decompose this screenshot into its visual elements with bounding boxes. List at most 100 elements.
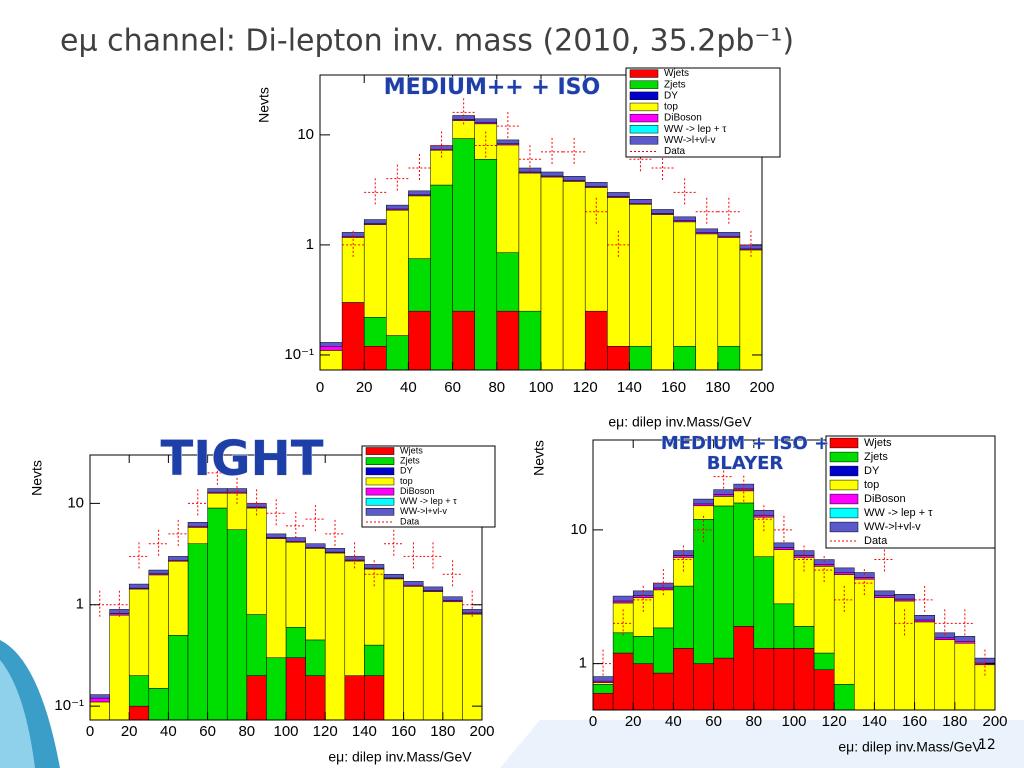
bar-segment [673,221,696,347]
legend-label: WW -> lep + τ [400,496,457,506]
chart-annotation: TIGHT [161,431,324,487]
x-tick-label: 80 [745,713,762,730]
legend-label: Zjets [664,79,686,90]
x-tick-label: 200 [749,379,774,396]
data-point [607,230,630,259]
y-axis-label: Nevts [29,460,45,496]
bar-segment [344,560,365,676]
bar-segment [713,489,734,495]
bar-segment [833,572,855,575]
bar-segment [673,345,696,371]
bar-segment [386,335,409,371]
bar-segment [363,317,387,347]
bar-segment [914,614,935,621]
data-point [442,560,463,589]
bar-segment [109,614,130,721]
data-point [593,649,614,678]
x-tick-label: 100 [781,713,806,730]
decoration [0,660,35,768]
x-tick-label: 60 [444,379,461,396]
bar-segment [717,232,741,237]
legend-label: top [864,479,879,491]
chart-annotation: MEDIUM++ + ISO [384,75,600,100]
bar-segment [496,139,520,145]
bar-segment [442,596,463,601]
bar-segment [89,701,110,721]
bar-segment [713,657,734,711]
data-point [695,197,718,226]
x-tick-label: 80 [488,379,505,396]
bar-segment [285,657,306,721]
bar-segment [168,556,189,561]
legend-label: WW -> lep + τ [864,507,933,519]
bar-segment [207,507,228,721]
bar-segment [89,697,110,703]
x-tick-label: 0 [316,379,324,396]
bar-segment [408,258,431,312]
bar-segment [651,209,674,214]
legend-swatch [829,521,859,533]
x-tick-label: 40 [160,723,177,740]
bar-segment [934,637,956,640]
legend-label: Wjets [864,437,892,449]
y-tick-label: 1 [579,655,587,672]
bar-segment [813,669,835,711]
data-point [753,505,774,534]
legend-swatch [365,497,395,506]
legend-label: Zjets [400,456,420,466]
decoration [500,720,1024,768]
bar-segment [773,542,795,548]
bar-segment [612,595,634,602]
bar-segment [305,675,326,721]
legend-label: DY [864,465,880,477]
y-tick-label: 10 [67,494,84,511]
bar-segment [894,594,915,600]
data-point [246,489,267,518]
x-tick-label: 120 [573,379,598,396]
x-tick-label: 20 [625,713,642,730]
data-point [633,585,654,614]
bar-segment [408,190,431,196]
bar-segment [383,578,404,721]
bar-segment [341,302,365,371]
bar-segment [894,600,915,711]
bar-segment [874,595,895,598]
data-point [794,545,815,574]
data-point [148,529,169,558]
bar-segment [386,204,409,210]
data-point [403,542,424,571]
bar-segment [363,345,387,371]
bar-segment [914,621,935,711]
x-tick-label: 180 [705,379,730,396]
bar-segment [632,595,654,598]
bar-segment [673,555,694,558]
data-point [954,609,975,638]
bar-segment [954,643,976,711]
x-tick-label: 140 [617,379,642,396]
bar-segment [632,636,654,664]
data-point [168,519,188,548]
bar-segment [854,578,875,711]
bar-segment [363,224,387,318]
legend-swatch [365,477,395,486]
bar-segment [954,640,976,644]
bar-segment [717,345,741,371]
bar-segment [148,574,169,689]
bar-segment [305,548,326,641]
x-tick-label: 100 [273,723,298,740]
data-point [227,477,247,506]
data-point [408,153,431,182]
bar-segment [285,537,306,542]
bar-segment [344,675,365,721]
legend-swatch [365,457,395,465]
data-point [286,511,306,540]
bar-segment [442,601,463,721]
legend-swatch [829,465,859,477]
legend-swatch [829,437,859,449]
bar-segment [693,503,714,507]
bar-segment [934,639,956,711]
legend-swatch [629,102,659,112]
bar-segment [128,588,150,676]
legend-label: DiBoson [400,486,434,496]
bar-segment [226,529,248,721]
